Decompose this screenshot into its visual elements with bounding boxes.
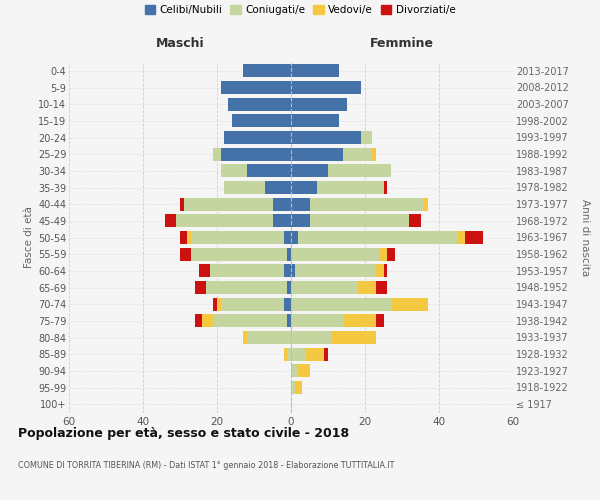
Bar: [191, 231, 284, 244]
Bar: [224, 181, 265, 194]
Bar: [291, 314, 343, 328]
Bar: [291, 181, 317, 194]
Bar: [291, 248, 380, 260]
Bar: [272, 198, 291, 210]
Bar: [214, 148, 221, 160]
Bar: [221, 148, 291, 160]
Bar: [298, 231, 458, 244]
Bar: [232, 114, 291, 128]
Bar: [291, 64, 339, 78]
Bar: [272, 214, 291, 228]
Bar: [317, 181, 383, 194]
Bar: [376, 314, 383, 328]
Bar: [291, 131, 361, 144]
Bar: [291, 348, 306, 360]
Y-axis label: Fasce di età: Fasce di età: [23, 206, 34, 268]
Bar: [291, 281, 358, 294]
Bar: [361, 131, 373, 144]
Bar: [202, 314, 214, 328]
Bar: [291, 364, 298, 378]
Bar: [176, 214, 272, 228]
Bar: [387, 248, 395, 260]
Bar: [247, 164, 291, 177]
Bar: [310, 198, 424, 210]
Y-axis label: Anni di nascita: Anni di nascita: [580, 199, 590, 276]
Bar: [184, 198, 272, 210]
Bar: [243, 331, 247, 344]
Bar: [465, 231, 484, 244]
Bar: [376, 264, 383, 278]
Bar: [217, 298, 221, 310]
Bar: [373, 148, 376, 160]
Bar: [206, 281, 287, 294]
Bar: [291, 381, 295, 394]
Bar: [187, 231, 191, 244]
Bar: [328, 164, 391, 177]
Bar: [291, 198, 310, 210]
Bar: [180, 198, 184, 210]
Bar: [228, 98, 291, 110]
Text: Femmine: Femmine: [370, 37, 434, 50]
Bar: [380, 248, 387, 260]
Bar: [310, 214, 409, 228]
Bar: [391, 298, 428, 310]
Bar: [224, 131, 291, 144]
Bar: [343, 314, 376, 328]
Bar: [298, 364, 310, 378]
Bar: [191, 248, 287, 260]
Bar: [409, 214, 421, 228]
Bar: [265, 181, 291, 194]
Bar: [458, 231, 465, 244]
Bar: [209, 264, 284, 278]
Bar: [291, 298, 391, 310]
Bar: [180, 231, 187, 244]
Bar: [287, 248, 291, 260]
Bar: [287, 348, 291, 360]
Bar: [291, 81, 361, 94]
Bar: [332, 331, 376, 344]
Bar: [221, 298, 284, 310]
Bar: [195, 281, 206, 294]
Bar: [221, 81, 291, 94]
Bar: [214, 314, 287, 328]
Bar: [247, 331, 291, 344]
Bar: [291, 231, 298, 244]
Bar: [291, 98, 347, 110]
Bar: [291, 264, 295, 278]
Bar: [221, 164, 247, 177]
Bar: [199, 264, 209, 278]
Bar: [291, 164, 328, 177]
Bar: [284, 231, 291, 244]
Bar: [343, 148, 373, 160]
Bar: [295, 264, 376, 278]
Bar: [214, 298, 217, 310]
Bar: [295, 381, 302, 394]
Bar: [291, 114, 339, 128]
Bar: [165, 214, 176, 228]
Bar: [195, 314, 202, 328]
Bar: [284, 264, 291, 278]
Bar: [383, 264, 387, 278]
Bar: [383, 181, 387, 194]
Legend: Celibi/Nubili, Coniugati/e, Vedovi/e, Divorziati/e: Celibi/Nubili, Coniugati/e, Vedovi/e, Di…: [145, 5, 455, 15]
Bar: [284, 298, 291, 310]
Bar: [287, 314, 291, 328]
Bar: [180, 248, 191, 260]
Bar: [291, 148, 343, 160]
Bar: [291, 214, 310, 228]
Text: Popolazione per età, sesso e stato civile - 2018: Popolazione per età, sesso e stato civil…: [18, 428, 349, 440]
Bar: [306, 348, 325, 360]
Bar: [358, 281, 376, 294]
Text: COMUNE DI TORRITA TIBERINA (RM) - Dati ISTAT 1° gennaio 2018 - Elaborazione TUTT: COMUNE DI TORRITA TIBERINA (RM) - Dati I…: [18, 461, 394, 470]
Bar: [424, 198, 428, 210]
Bar: [376, 281, 387, 294]
Bar: [287, 281, 291, 294]
Bar: [291, 331, 332, 344]
Bar: [325, 348, 328, 360]
Bar: [243, 64, 291, 78]
Bar: [284, 348, 287, 360]
Text: Maschi: Maschi: [155, 37, 205, 50]
